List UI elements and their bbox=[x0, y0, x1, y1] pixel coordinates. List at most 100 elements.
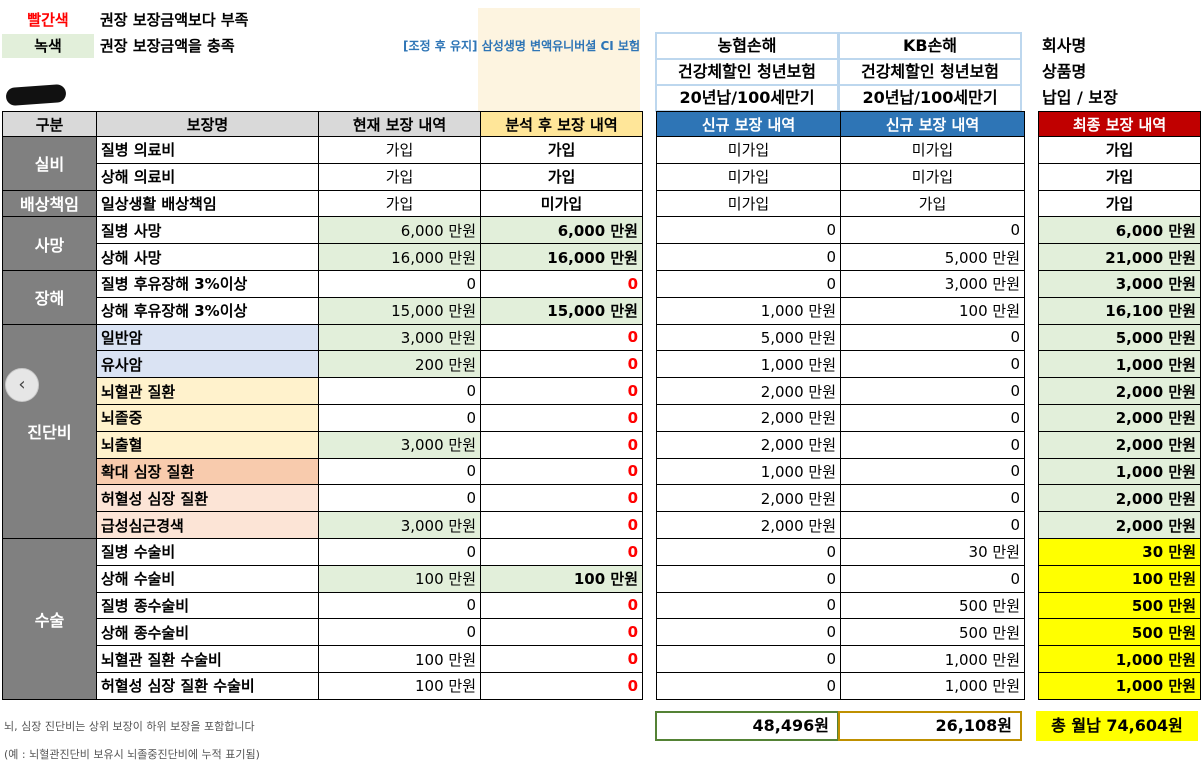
final-value: 1,000 만원 bbox=[1038, 350, 1201, 379]
coverage-name: 상해 수술비 bbox=[96, 564, 319, 593]
gap-cell bbox=[1024, 404, 1039, 432]
analysis-value: 0 bbox=[480, 671, 643, 700]
new-1-value: 5,000 만원 bbox=[656, 323, 841, 352]
gap-cell bbox=[1024, 565, 1039, 593]
gap-cell bbox=[642, 645, 657, 673]
coverage-name: 질병 의료비 bbox=[96, 136, 319, 164]
new-1-value: 0 bbox=[656, 564, 841, 593]
analysis-highlight-band bbox=[478, 8, 640, 111]
analysis-value: 0 bbox=[480, 323, 643, 352]
gap-cell bbox=[1024, 511, 1039, 539]
gap-cell bbox=[642, 672, 657, 700]
coverage-name: 허혈성 심장 질환 bbox=[96, 484, 319, 513]
new-2-value: 3,000 만원 bbox=[840, 269, 1025, 298]
analysis-value: 가입 bbox=[480, 136, 643, 164]
new-1-value: 2,000 만원 bbox=[656, 403, 841, 432]
gap-cell bbox=[642, 297, 657, 325]
category-cell: 배상책임 bbox=[2, 189, 97, 218]
final-value: 가입 bbox=[1038, 189, 1201, 218]
new-2-value: 0 bbox=[840, 377, 1025, 405]
current-value: 가입 bbox=[318, 189, 481, 218]
gap-cell bbox=[1024, 297, 1039, 325]
coverage-name: 상해 의료비 bbox=[96, 162, 319, 191]
header-analysis: 분석 후 보장 내역 bbox=[480, 111, 643, 137]
category-cell: 진단비 bbox=[2, 323, 97, 539]
category-cell: 장해 bbox=[2, 269, 97, 325]
scroll-left-button[interactable]: ‹ bbox=[5, 368, 39, 402]
analysis-value-text: 미가입 bbox=[540, 194, 583, 213]
current-value: 0 bbox=[318, 591, 481, 620]
new-2-value: 0 bbox=[840, 564, 1025, 593]
table-row: 질병 종수술비 0 0 0 500 만원 500 만원 bbox=[3, 591, 1201, 620]
legend-green-key: 녹색 bbox=[2, 34, 94, 58]
gap-cell bbox=[642, 136, 657, 164]
table-row: 상해 의료비 가입 가입 미가입 미가입 가입 bbox=[3, 162, 1201, 191]
category-cell: 사망 bbox=[2, 216, 97, 271]
gap-cell bbox=[1024, 672, 1039, 700]
analysis-value: 0 bbox=[480, 457, 643, 486]
current-value: 0 bbox=[318, 457, 481, 486]
gap-cell bbox=[642, 190, 657, 217]
redacted-mark bbox=[5, 83, 67, 107]
analysis-value-text: 0 bbox=[627, 408, 638, 427]
gap-cell bbox=[642, 511, 657, 539]
table-row: 상해 사망 16,000 만원 16,000 만원 0 5,000 만원 21,000 만… bbox=[3, 243, 1201, 271]
current-value: 200 만원 bbox=[318, 350, 481, 379]
table-row: 허혈성 심장 질환 수술비 100 만원 0 0 1,000 만원 1,000 만원 bbox=[3, 671, 1201, 700]
table-header-row: 구분 보장명 현재 보장 내역 분석 후 보장 내역 신규 보장 내역 신규 보… bbox=[2, 111, 1201, 137]
current-value: 0 bbox=[318, 618, 481, 647]
company-2-term: 20년납/100세만기 bbox=[838, 84, 1022, 112]
coverage-name: 뇌혈관 질환 수술비 bbox=[96, 645, 319, 673]
table-row: 허혈성 심장 질환 0 0 2,000 만원 0 2,000 만원 bbox=[3, 484, 1201, 513]
new-2-value: 500 만원 bbox=[840, 618, 1025, 647]
analysis-value: 0 bbox=[480, 618, 643, 647]
current-value: 0 bbox=[318, 377, 481, 405]
analysis-value-text: 15,000 만원 bbox=[547, 302, 638, 321]
table-row: 상해 수술비 100 만원 100 만원 0 0 100 만원 bbox=[3, 564, 1201, 593]
gap-cell bbox=[1024, 216, 1039, 244]
new-1-value: 미가입 bbox=[656, 189, 841, 218]
gap-cell bbox=[1024, 350, 1039, 378]
final-value: 500 만원 bbox=[1038, 591, 1201, 620]
new-2-value: 0 bbox=[840, 403, 1025, 432]
chevron-left-icon: ‹ bbox=[18, 374, 26, 395]
coverage-name: 뇌혈관 질환 bbox=[96, 377, 319, 405]
table-row: 뇌졸중 0 0 2,000 만원 0 2,000 만원 bbox=[3, 403, 1201, 432]
gap-cell bbox=[642, 216, 657, 244]
gap-cell bbox=[642, 538, 657, 566]
current-value: 100 만원 bbox=[318, 671, 481, 700]
new-2-value: 미가입 bbox=[840, 136, 1025, 164]
new-2-value: 가입 bbox=[840, 189, 1025, 218]
analysis-value: 0 bbox=[480, 511, 643, 539]
analysis-value-text: 0 bbox=[627, 623, 638, 642]
total-new-2: 26,108원 bbox=[838, 711, 1022, 741]
header-final: 최종 보장 내역 bbox=[1038, 111, 1201, 137]
gap-cell bbox=[1024, 243, 1039, 271]
total-final: 총 월납 74,604원 bbox=[1036, 711, 1198, 741]
analysis-value-text: 가입 bbox=[547, 141, 576, 160]
coverage-name: 급성심근경색 bbox=[96, 511, 319, 539]
new-1-value: 1,000 만원 bbox=[656, 457, 841, 486]
new-2-value: 1,000 만원 bbox=[840, 645, 1025, 673]
header-current: 현재 보장 내역 bbox=[318, 111, 481, 137]
table-row: 상해 후유장해 3%이상 15,000 만원 15,000 만원 1,000 만원 10… bbox=[3, 296, 1201, 325]
gap-cell bbox=[642, 243, 657, 271]
final-value: 500 만원 bbox=[1038, 618, 1201, 647]
gap-cell bbox=[1024, 377, 1039, 405]
analysis-value: 6,000 만원 bbox=[480, 216, 643, 245]
gap-cell bbox=[642, 324, 657, 351]
gap-cell bbox=[1024, 270, 1039, 298]
header-category: 구분 bbox=[2, 111, 97, 137]
new-1-value: 미가입 bbox=[656, 162, 841, 191]
coverage-name: 확대 심장 질환 bbox=[96, 457, 319, 486]
analysis-value: 0 bbox=[480, 645, 643, 673]
new-1-value: 2,000 만원 bbox=[656, 484, 841, 513]
gap-cell bbox=[642, 565, 657, 593]
gap-cell bbox=[1024, 431, 1039, 459]
current-value: 가입 bbox=[318, 162, 481, 191]
analysis-value-text: 0 bbox=[627, 516, 638, 535]
current-value: 100 만원 bbox=[318, 645, 481, 673]
gap-cell bbox=[642, 377, 657, 405]
coverage-name: 일상생활 배상책임 bbox=[96, 189, 319, 218]
current-value: 6,000 만원 bbox=[318, 216, 481, 245]
